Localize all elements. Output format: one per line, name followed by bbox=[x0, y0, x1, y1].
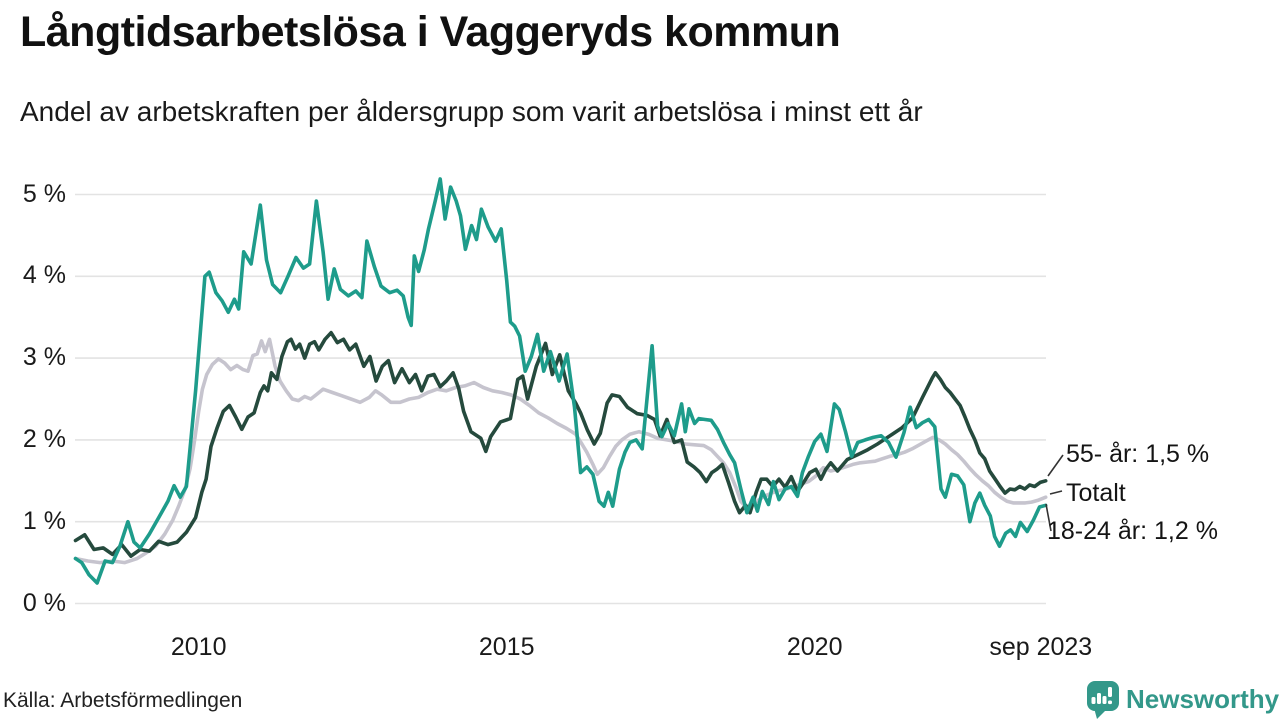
series-line-totalt bbox=[73, 337, 1048, 565]
page-title: Långtidsarbetslösa i Vaggeryds kommun bbox=[20, 8, 841, 56]
page-subtitle: Andel av arbetskraften per åldersgrupp s… bbox=[20, 96, 923, 127]
y-tick-label: 0 % bbox=[22, 588, 66, 617]
newsworthy-logo-icon bbox=[1087, 681, 1119, 719]
grid-lines bbox=[75, 193, 1046, 605]
series-line-18-24-r bbox=[73, 177, 1048, 585]
series-end-label-55: 55- år: 1,5 % bbox=[1066, 440, 1210, 468]
series-lines bbox=[73, 177, 1048, 585]
series-end-label-totalt: Totalt bbox=[1066, 479, 1126, 507]
leader-line-totalt bbox=[1049, 490, 1063, 495]
x-tick-label: 2015 bbox=[478, 633, 535, 661]
y-tick-label: 2 % bbox=[22, 424, 66, 453]
leader-line-55 bbox=[1047, 454, 1064, 477]
source-note: Källa: Arbetsförmedlingen bbox=[3, 689, 243, 712]
series-line-55-r bbox=[73, 330, 1048, 558]
brand-wordmark: Newsworthy bbox=[1126, 684, 1280, 714]
y-tick-label: 1 % bbox=[22, 506, 66, 535]
x-tick-label: sep 2023 bbox=[989, 633, 1093, 661]
y-tick-label: 3 % bbox=[22, 343, 66, 372]
x-tick-label: 2010 bbox=[170, 633, 227, 661]
series-end-label-18-24: 18-24 år: 1,2 % bbox=[1047, 517, 1218, 545]
y-tick-label: 5 % bbox=[22, 179, 66, 208]
x-tick-label: 2020 bbox=[786, 633, 843, 661]
y-tick-label: 4 % bbox=[22, 261, 66, 290]
